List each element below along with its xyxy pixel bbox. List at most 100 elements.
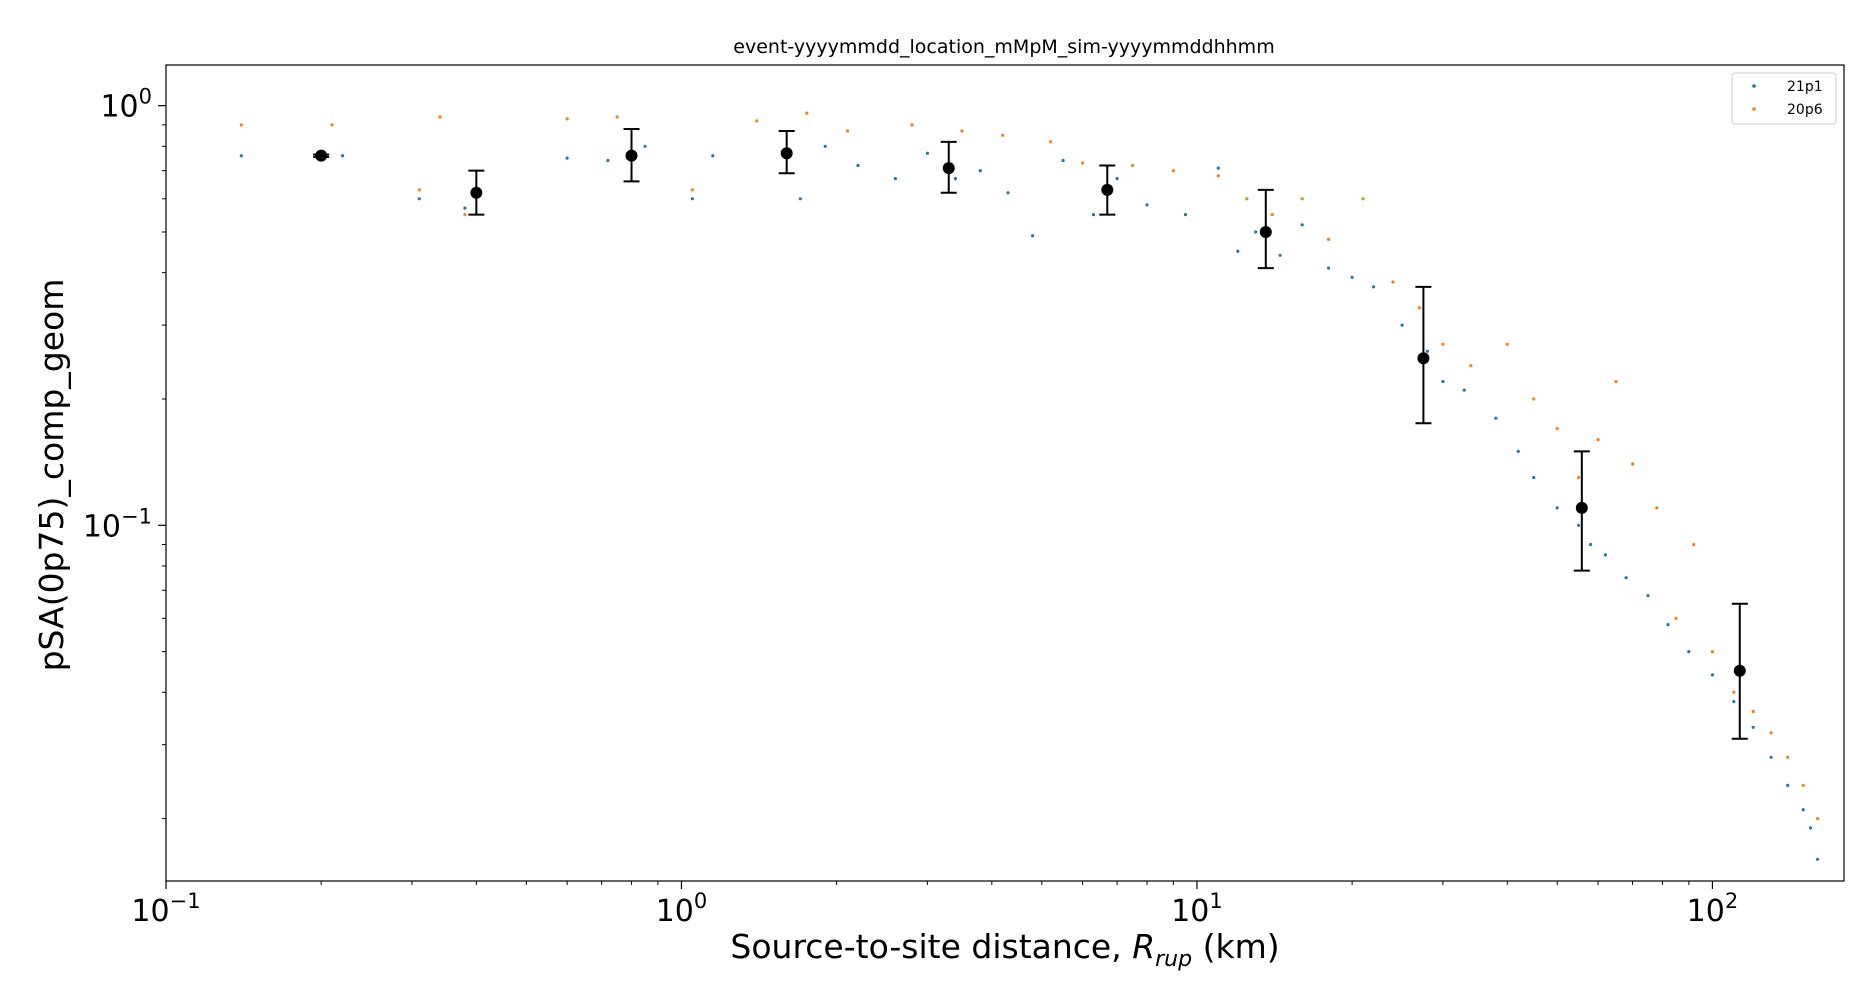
scatter-point <box>690 197 695 201</box>
x-tick-label: 10−1 <box>131 889 200 929</box>
scatter-point <box>1732 700 1736 704</box>
y-tick-label: 100 <box>100 85 152 125</box>
scatter-point <box>1254 230 1258 234</box>
scatter-point <box>1751 725 1755 729</box>
mean-point <box>780 147 793 160</box>
scatter-point <box>1326 237 1331 241</box>
scatter-point <box>438 115 442 119</box>
scatter-point <box>1300 197 1304 201</box>
scatter-point <box>690 188 695 192</box>
scatter-point <box>340 154 345 158</box>
scatter-point <box>1769 731 1773 735</box>
scatter-point <box>1391 280 1395 284</box>
scatter-point <box>711 154 715 158</box>
mean-point <box>1733 664 1746 677</box>
scatter-point <box>1361 197 1365 201</box>
x-axis-ticks: 10−1 100 101 102 <box>131 881 1738 929</box>
scatter-point <box>1216 166 1220 170</box>
y-axis-label: pSA(0p75)_comp_geom <box>32 279 71 672</box>
scatter-point <box>978 169 982 173</box>
scatter-point <box>1469 364 1473 368</box>
scatter-point <box>1326 266 1331 270</box>
scatter-point <box>643 144 647 148</box>
scatter-point <box>1614 380 1618 384</box>
scatter-point <box>755 119 759 123</box>
x-axis-label-subscript: rup <box>1155 947 1192 972</box>
scatter-point <box>805 111 809 115</box>
scatter-point <box>615 115 619 119</box>
scatter-point <box>1577 475 1581 480</box>
scatter-point <box>1494 416 1498 420</box>
mean-point <box>1259 225 1272 238</box>
series-21p1 <box>239 144 1820 861</box>
plot-area <box>239 111 1820 861</box>
chart-title: event-yyyymmdd_location_mMpM_sim-yyyymmd… <box>733 36 1274 58</box>
scatter-point <box>1710 673 1714 677</box>
y-tick-label: 10−1 <box>83 504 152 544</box>
scatter-point <box>1441 380 1445 384</box>
scatter-point <box>1245 197 1249 201</box>
y-axis-ticks: 10−1 100 <box>83 85 166 820</box>
scatter-point <box>1115 177 1119 181</box>
scatter-point <box>1006 191 1010 195</box>
series-20p6 <box>239 111 1820 821</box>
scatter-point <box>1183 213 1188 217</box>
scatter-point <box>1532 397 1536 401</box>
mean-point <box>625 149 638 162</box>
scatter-point <box>1216 174 1220 178</box>
scatter-point <box>606 158 610 163</box>
x-axis-label-variable: R <box>1132 927 1155 966</box>
scatter-point <box>893 177 898 181</box>
scatter-point <box>1801 783 1805 788</box>
scatter-point <box>1631 462 1635 466</box>
scatter-point <box>1350 275 1354 279</box>
scatter-point <box>1751 709 1755 714</box>
scatter-point <box>1441 342 1445 346</box>
scatter-point <box>1236 249 1240 253</box>
mean-point <box>1417 352 1430 365</box>
legend-box <box>1731 72 1837 125</box>
scatter-point <box>1300 223 1304 227</box>
scatter-point <box>1371 285 1376 289</box>
scatter-point <box>1624 576 1628 580</box>
scatter-point <box>565 117 569 121</box>
scatter-point <box>1692 542 1696 547</box>
scatter-point <box>1808 826 1813 830</box>
scatter-point <box>1505 342 1509 346</box>
scatter-point <box>1555 506 1559 510</box>
scatter-point <box>960 129 964 133</box>
scatter-point <box>846 129 850 133</box>
scatter-point <box>1130 163 1135 168</box>
x-tick-label: 101 <box>1171 889 1223 929</box>
scatter-point <box>1646 594 1650 598</box>
scatter-point <box>1001 133 1005 137</box>
mean-point <box>315 149 328 162</box>
scatter-point <box>1091 213 1096 217</box>
scatter-point <box>1596 438 1600 442</box>
mean-point <box>1575 501 1588 514</box>
scatter-point <box>1031 234 1035 238</box>
mean-point <box>1101 183 1114 196</box>
scatter-point <box>798 197 802 201</box>
legend-label-21p1: 21p1 <box>1787 79 1823 95</box>
scatter-point <box>925 151 930 155</box>
scatter-point <box>1145 203 1149 207</box>
legend-label-20p6: 20p6 <box>1787 102 1823 118</box>
scatter-point <box>1816 817 1820 821</box>
scatter-point <box>1061 158 1065 163</box>
scatter-point <box>463 213 467 217</box>
scatter-point <box>1710 650 1714 654</box>
scatter-point <box>1400 323 1404 327</box>
scatter-point <box>330 123 334 127</box>
legend-marker-21p1 <box>1752 84 1756 88</box>
scatter-point <box>1532 475 1536 480</box>
legend: 21p1 20p6 <box>1731 72 1837 125</box>
scatter-point <box>1588 542 1593 547</box>
scatter-point <box>1786 755 1790 759</box>
scatter-point <box>1555 427 1559 431</box>
scatter-point <box>1516 449 1520 453</box>
mean-point <box>470 186 483 199</box>
scatter-point <box>1666 623 1670 627</box>
